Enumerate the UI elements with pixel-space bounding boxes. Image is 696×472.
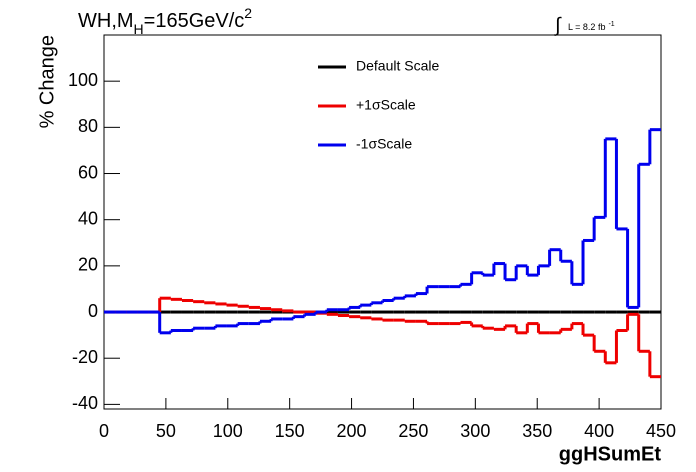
plot-frame: [103, 34, 662, 410]
y-tick-label: -20: [72, 347, 98, 367]
y-tick-label: 40: [78, 208, 98, 228]
title-sup: 2: [244, 5, 252, 21]
x-tick-label: 150: [275, 421, 305, 441]
x-tick-label: 350: [522, 421, 552, 441]
x-tick-label: 250: [398, 421, 428, 441]
lumi-text: L = 8.2 fb -1: [568, 21, 615, 33]
x-axis-label: ggHSumEt: [559, 443, 662, 465]
y-axis-label: % Change: [36, 35, 58, 128]
y-tick-label: 80: [78, 116, 98, 136]
y-tick-label: 0: [88, 301, 98, 321]
legend-label: Default Scale: [356, 58, 439, 74]
y-tick-label: 60: [78, 162, 98, 182]
x-tick-label: 300: [460, 421, 490, 441]
lumi-sup: -1: [608, 21, 614, 28]
title-sub: H: [134, 21, 144, 37]
x-tick-label: 400: [584, 421, 614, 441]
title-main: WH,M: [78, 10, 134, 32]
legend-label: +1σScale: [356, 97, 416, 113]
x-tick-label: 450: [646, 421, 676, 441]
chart-title: WH,MH=165GeV/c2: [78, 5, 252, 37]
y-tick-label: 100: [68, 70, 98, 90]
x-tick-label: 100: [213, 421, 243, 441]
legend-label: -1σScale: [356, 136, 412, 152]
x-tick-label: 200: [337, 421, 367, 441]
x-tick-label: 50: [156, 421, 176, 441]
y-tick-label: 20: [78, 255, 98, 275]
x-tick-label: 0: [99, 421, 109, 441]
lumi-integral: ∫: [554, 14, 562, 36]
lumi-main: L = 8.2 fb: [568, 22, 605, 32]
title-rest: =165GeV/c: [144, 10, 245, 32]
y-tick-label: -40: [72, 393, 98, 413]
